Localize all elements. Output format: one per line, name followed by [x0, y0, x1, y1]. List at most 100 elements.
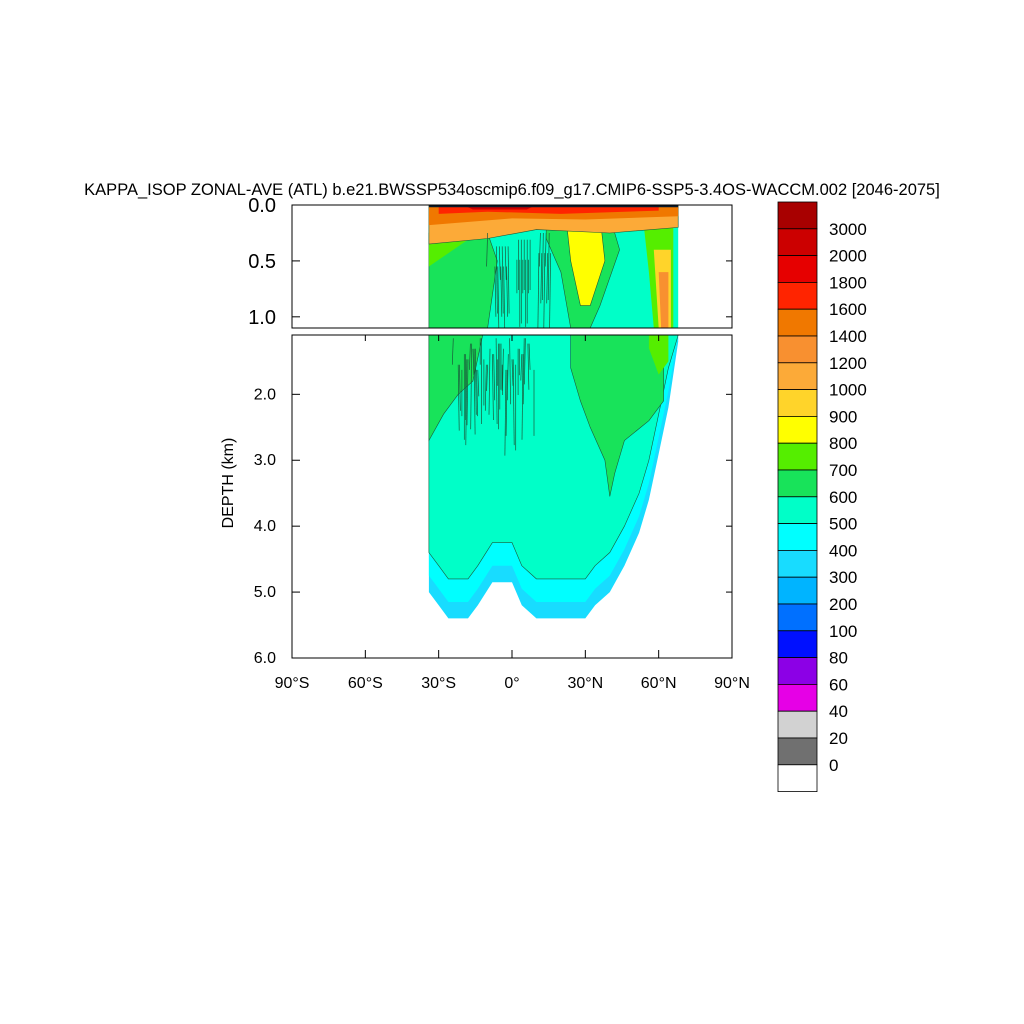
contour-streak: [546, 253, 549, 304]
colorbar-label: 1000: [829, 381, 867, 400]
contour-streak: [505, 369, 508, 436]
colorbar-label: 2000: [829, 247, 867, 266]
upper-panel-frame: [291, 204, 733, 329]
colorbar-swatch: [777, 576, 818, 605]
contour-streak: [465, 359, 468, 446]
contour-streak: [511, 359, 514, 386]
x-tick-label: 90°N: [714, 675, 750, 692]
colorbar-swatch: [777, 496, 818, 524]
upper-panel-field: [428, 205, 679, 328]
contour-streak: [509, 338, 511, 405]
contour-streak: [501, 246, 504, 314]
contour-streak: [486, 232, 488, 267]
colorbar-label: 40: [829, 702, 848, 721]
colorbar-label: 0: [829, 756, 838, 775]
colorbar-label: 400: [829, 541, 857, 560]
colorbar-swatch: [777, 442, 818, 471]
contour-streak: [539, 232, 541, 267]
y-tick-label: 0.0: [248, 195, 276, 217]
colorbar-label: 600: [829, 488, 857, 507]
colorbar-swatch: [777, 764, 818, 792]
y-tick-label: 4.0: [254, 518, 276, 535]
contour-streak: [469, 343, 471, 370]
x-tick-label: 0°: [504, 675, 519, 692]
colorbar-swatch: [777, 362, 818, 390]
contour-streak: [527, 343, 530, 390]
contour-streak: [484, 364, 487, 411]
contour-streak: [473, 348, 476, 435]
contour-streak: [520, 354, 523, 381]
contour-streak: [500, 266, 503, 317]
colorbar-swatch: [777, 281, 818, 310]
y-tick-label: 0.5: [248, 251, 276, 273]
contour-streak: [506, 266, 508, 317]
contour-streak: [544, 232, 547, 267]
contour-streak: [495, 338, 498, 425]
colorbar-label: 800: [829, 434, 857, 453]
colorbar-label: 1400: [829, 327, 867, 346]
colorbar-label: 3000: [829, 220, 867, 239]
colorbar-swatch: [777, 737, 818, 766]
colorbar-swatch: [777, 308, 818, 337]
colorbar-swatch: [777, 603, 818, 632]
upper-boundary-1200: [658, 272, 669, 328]
colorbar-label: 1800: [829, 273, 867, 292]
contour-streak: [457, 364, 460, 431]
colorbar-swatch: [777, 710, 818, 739]
contour-streak: [451, 338, 454, 365]
contour-streak: [507, 246, 510, 314]
axes: 90°S 60°S 30°S 0° 30°N 60°N 90°N 0.0 0.5 1.0 2.0 3.…: [248, 195, 750, 692]
contour-streak: [459, 364, 461, 411]
contour-streak: [493, 354, 496, 401]
y-tick-label: 6.0: [254, 650, 276, 667]
colorbar-swatch: [777, 523, 818, 551]
x-tick-label: 30°S: [421, 675, 456, 692]
contour-streak: [512, 359, 515, 446]
contour-streak: [486, 364, 488, 392]
green-region-south: [428, 335, 484, 442]
colorbar-label: 300: [829, 568, 857, 587]
contour-streak: [541, 232, 544, 301]
y-tick-label: 5.0: [254, 584, 276, 601]
x-tick-label: 60°N: [641, 675, 677, 692]
contour-streak: [497, 266, 500, 328]
contour-streak: [549, 253, 551, 328]
contour-streak: [476, 369, 478, 417]
y-tick-label: 2.0: [254, 386, 276, 403]
deep-convection-patch: [648, 335, 669, 375]
contour-streak: [502, 348, 504, 396]
contour-streak: [504, 369, 507, 456]
x-tick-label: 30°N: [567, 675, 603, 692]
contour-streak: [528, 343, 531, 370]
colorbar-label: 80: [829, 649, 848, 668]
colorbar-swatch: [777, 657, 818, 685]
contour-streak: [504, 246, 507, 280]
contour-streak: [524, 338, 526, 385]
x-tick-label: 60°S: [348, 675, 383, 692]
contour-streak: [470, 343, 473, 430]
colorbar-swatch: [777, 550, 818, 578]
x-tick-label: 90°S: [275, 675, 310, 692]
colorbar-swatch: [777, 201, 818, 230]
colorbar-label: 1200: [829, 354, 867, 373]
colorbar-label: 200: [829, 595, 857, 614]
colorbar-label: 20: [829, 729, 848, 748]
contour-streak: [488, 348, 491, 415]
colorbar-swatch: [777, 630, 818, 658]
y-tick-label: 3.0: [254, 452, 276, 469]
contour-streak: [547, 232, 550, 301]
contour-streak: [540, 253, 543, 304]
y-tick-label: 1.0: [248, 307, 276, 329]
contour-streak: [537, 253, 540, 328]
colorbar-label: 60: [829, 675, 848, 694]
lower-panel-field: [428, 335, 679, 619]
y-axis-label: DEPTH (km): [220, 438, 237, 529]
contour-streak: [492, 354, 494, 421]
colorbar-label: 500: [829, 515, 857, 534]
contour-streak: [496, 246, 498, 314]
colorbar-swatch: [777, 255, 818, 283]
contour-streak: [494, 266, 497, 317]
contour-streak: [498, 246, 501, 280]
contour-streak: [472, 348, 475, 376]
